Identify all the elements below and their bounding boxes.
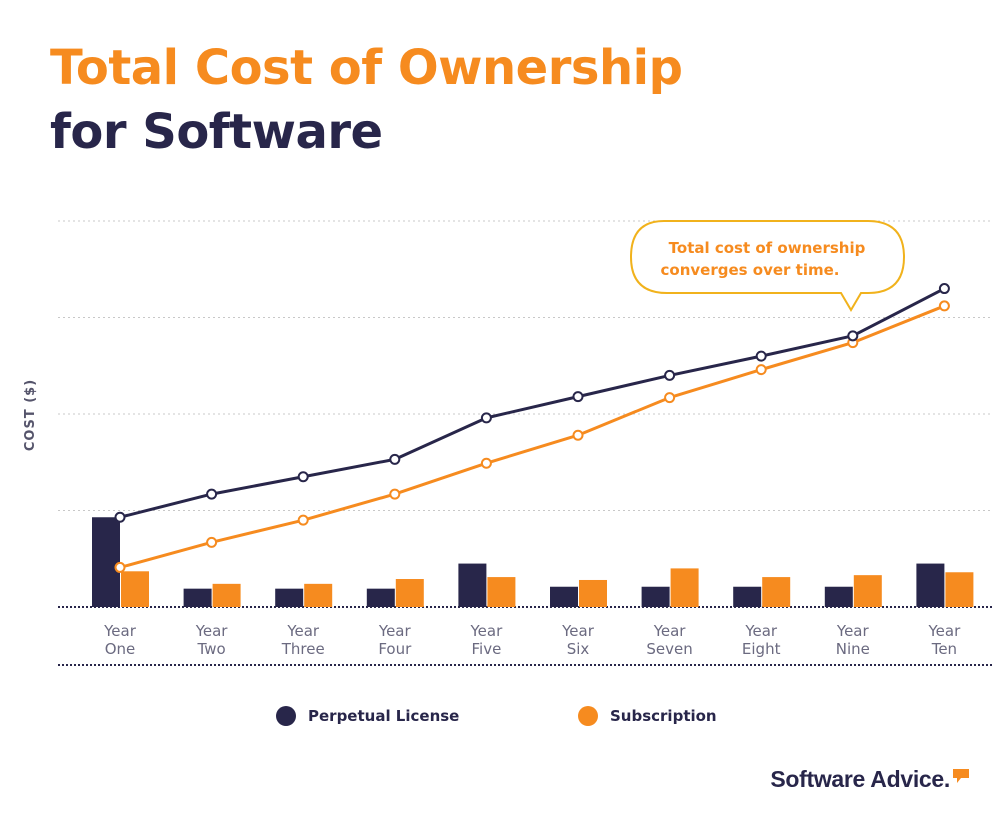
x-tick-label: Year: [103, 622, 137, 640]
legend-item-perpetual: Perpetual License: [276, 706, 459, 726]
point-perpetual: [114, 511, 126, 523]
bar-subscription: [762, 577, 791, 607]
x-tick-label: Year: [561, 622, 595, 640]
bar-perpetual: [183, 588, 212, 607]
point-subscription: [114, 561, 126, 573]
annotation-bubble: [629, 220, 906, 312]
legend-swatch-perpetual: [276, 706, 296, 726]
bar-subscription: [579, 579, 607, 607]
point-perpetual: [755, 350, 767, 362]
line-perpetual: [119, 287, 946, 519]
bar-perpetual: [916, 563, 945, 607]
bar-perpetual: [275, 588, 304, 607]
x-tick-label: Three: [281, 640, 325, 658]
x-tick-label: Six: [567, 640, 590, 658]
point-perpetual: [206, 488, 218, 500]
legend-swatch-subscription: [578, 706, 598, 726]
y-axis-label: COST ($): [23, 379, 38, 451]
bar-subscription: [945, 572, 974, 607]
bar-subscription: [395, 579, 424, 607]
x-tick-label: Year: [286, 622, 320, 640]
point-perpetual: [572, 391, 584, 403]
brand-logo: Software Advice.: [770, 766, 970, 793]
annotation-text: converges over time.: [661, 261, 840, 279]
x-tick-label: Year: [195, 622, 229, 640]
legend-item-subscription: Subscription: [578, 706, 717, 726]
brand-name: Software Advice.: [770, 766, 950, 792]
bar-subscription: [212, 583, 241, 607]
bar-perpetual: [550, 586, 578, 607]
x-tick-label: Four: [378, 640, 412, 658]
x-tick-label: One: [105, 640, 136, 658]
point-subscription: [389, 488, 401, 500]
point-subscription: [206, 536, 218, 548]
point-subscription: [572, 429, 584, 441]
bar-subscription: [670, 568, 699, 607]
x-tick-label: Two: [197, 640, 226, 658]
bar-perpetual: [641, 586, 670, 607]
bar-perpetual: [458, 563, 487, 607]
x-tick-label: Eight: [742, 640, 781, 658]
legend-label-subscription: Subscription: [610, 707, 717, 725]
point-perpetual: [389, 453, 401, 465]
point-subscription: [480, 457, 492, 469]
x-tick-label: Year: [378, 622, 412, 640]
annotation-text: Total cost of ownership: [669, 239, 866, 257]
x-tick-label: Year: [836, 622, 870, 640]
bar-perpetual: [824, 586, 853, 607]
point-perpetual: [847, 330, 859, 342]
speech-bubble-icon: [953, 769, 969, 783]
point-subscription: [938, 300, 950, 312]
x-tick-label: Five: [471, 640, 501, 658]
bar-subscription: [121, 571, 149, 607]
point-perpetual: [938, 283, 950, 295]
point-perpetual: [664, 369, 676, 381]
bar-subscription: [853, 575, 882, 607]
bar-perpetual: [366, 588, 395, 607]
bar-perpetual: [733, 586, 762, 607]
point-subscription: [297, 514, 309, 526]
x-tick-label: Year: [653, 622, 687, 640]
x-tick-label: Seven: [646, 640, 692, 658]
chart-title-line2: for Software: [50, 104, 383, 160]
x-tick-label: Year: [470, 622, 504, 640]
point-perpetual: [480, 412, 492, 424]
line-subscription: [119, 304, 945, 569]
bar-perpetual: [92, 517, 120, 607]
bar-subscription: [304, 583, 333, 607]
point-perpetual: [297, 471, 309, 483]
x-tick-label: Ten: [931, 640, 957, 658]
x-tick-label: Year: [928, 622, 962, 640]
x-tick-label: Nine: [836, 640, 870, 658]
x-tick-label: Year: [744, 622, 778, 640]
point-subscription: [664, 392, 676, 404]
legend-label-perpetual: Perpetual License: [308, 707, 460, 725]
bar-subscription: [487, 577, 516, 607]
point-subscription: [755, 364, 767, 376]
chart-title-line1: Total Cost of Ownership: [50, 40, 683, 96]
